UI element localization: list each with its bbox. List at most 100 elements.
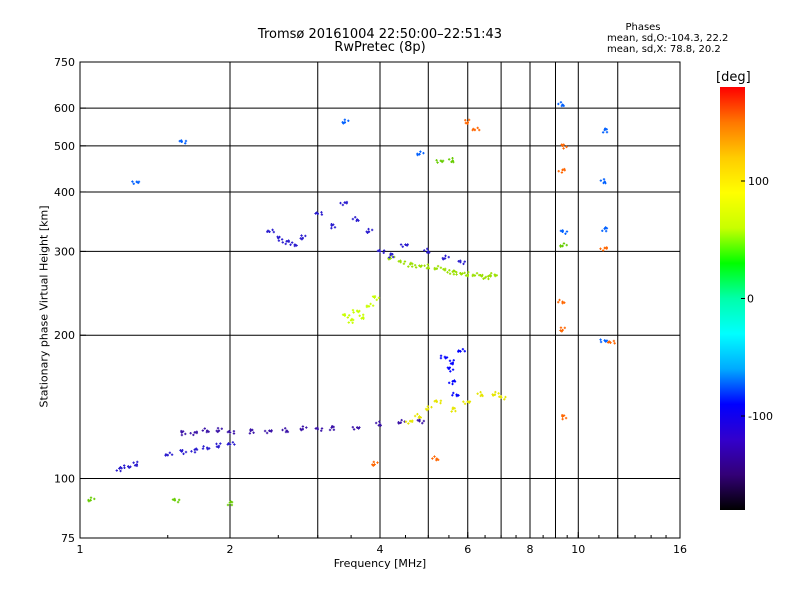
data-point — [446, 271, 449, 274]
data-point — [215, 429, 218, 433]
data-point — [445, 356, 449, 359]
data-point — [87, 498, 90, 502]
data-point — [608, 340, 611, 343]
data-point — [483, 276, 487, 280]
data-point — [367, 305, 371, 308]
data-point — [426, 247, 429, 251]
data-point — [452, 273, 456, 276]
data-point — [603, 227, 606, 230]
data-point — [228, 501, 232, 504]
data-point — [93, 497, 96, 501]
data-point — [376, 249, 380, 253]
data-point — [557, 169, 560, 173]
y-tick-label: 500 — [54, 140, 75, 153]
colorbar-tick-label: -100 — [748, 410, 773, 423]
data-point — [164, 453, 168, 456]
data-point — [565, 145, 568, 149]
data-point — [463, 350, 467, 353]
data-point — [561, 302, 564, 305]
data-point — [137, 181, 140, 185]
data-point — [123, 466, 126, 470]
data-point — [217, 444, 221, 448]
data-point — [476, 126, 479, 130]
data-point — [370, 228, 374, 232]
data-point — [440, 160, 444, 164]
data-point — [435, 267, 438, 270]
data-point — [301, 425, 305, 428]
data-point — [439, 266, 443, 269]
data-point — [451, 159, 455, 163]
data-point — [278, 235, 281, 239]
data-point — [433, 455, 436, 458]
data-point — [328, 428, 332, 432]
data-point — [460, 273, 463, 276]
data-point — [280, 238, 284, 241]
data-point — [189, 432, 192, 435]
data-point — [436, 161, 439, 164]
data-point — [284, 242, 287, 246]
data-point — [558, 298, 561, 302]
data-point — [476, 392, 479, 395]
legend-line-x: mean, sd,X: 78.8, 20.2 — [607, 44, 721, 55]
legend-title: Phases — [625, 22, 661, 33]
data-point — [132, 182, 135, 185]
data-point — [373, 295, 377, 298]
colorbar-tick-label: 0 — [747, 293, 754, 306]
data-point — [301, 427, 305, 431]
data-point — [332, 428, 336, 431]
data-point — [444, 267, 447, 271]
data-point — [599, 247, 602, 250]
data-point — [410, 420, 414, 424]
data-point — [190, 450, 193, 453]
data-point — [444, 357, 447, 360]
data-point — [300, 234, 303, 237]
data-point — [451, 380, 455, 383]
data-point — [230, 503, 234, 507]
data-point — [181, 448, 184, 452]
data-point — [230, 500, 234, 504]
data-point — [448, 366, 452, 369]
data-point — [602, 178, 606, 181]
data-point — [176, 500, 180, 504]
data-point — [135, 463, 138, 466]
data-point — [447, 255, 450, 259]
data-point — [561, 244, 564, 248]
data-point — [467, 270, 470, 274]
data-point — [375, 298, 378, 302]
data-point — [489, 274, 492, 277]
data-point — [563, 169, 566, 172]
data-point — [599, 340, 603, 344]
data-point — [463, 260, 466, 263]
data-point — [462, 400, 465, 403]
y-tick-label: 400 — [54, 186, 75, 199]
data-point — [563, 301, 566, 304]
data-point — [341, 313, 345, 316]
data-point — [205, 430, 209, 434]
data-point — [565, 230, 569, 233]
data-point — [455, 394, 459, 398]
data-point — [472, 127, 475, 131]
data-point — [482, 277, 485, 280]
x-tick-label: 8 — [527, 543, 534, 556]
data-point — [119, 469, 122, 473]
data-point — [466, 273, 469, 276]
data-point — [232, 430, 236, 433]
data-point — [418, 264, 421, 267]
data-point — [468, 401, 471, 404]
data-point — [362, 313, 365, 316]
data-point — [463, 271, 466, 275]
data-point — [557, 300, 560, 304]
data-point — [193, 431, 197, 434]
data-point — [435, 159, 438, 162]
data-point — [177, 498, 181, 502]
data-point — [559, 326, 563, 329]
data-point — [367, 230, 371, 233]
data-point — [193, 448, 197, 451]
data-point — [136, 460, 139, 464]
data-point — [447, 158, 451, 161]
data-point — [436, 264, 440, 268]
data-point — [453, 380, 457, 383]
data-point — [462, 262, 465, 266]
data-point — [168, 451, 172, 454]
data-point — [450, 160, 453, 164]
